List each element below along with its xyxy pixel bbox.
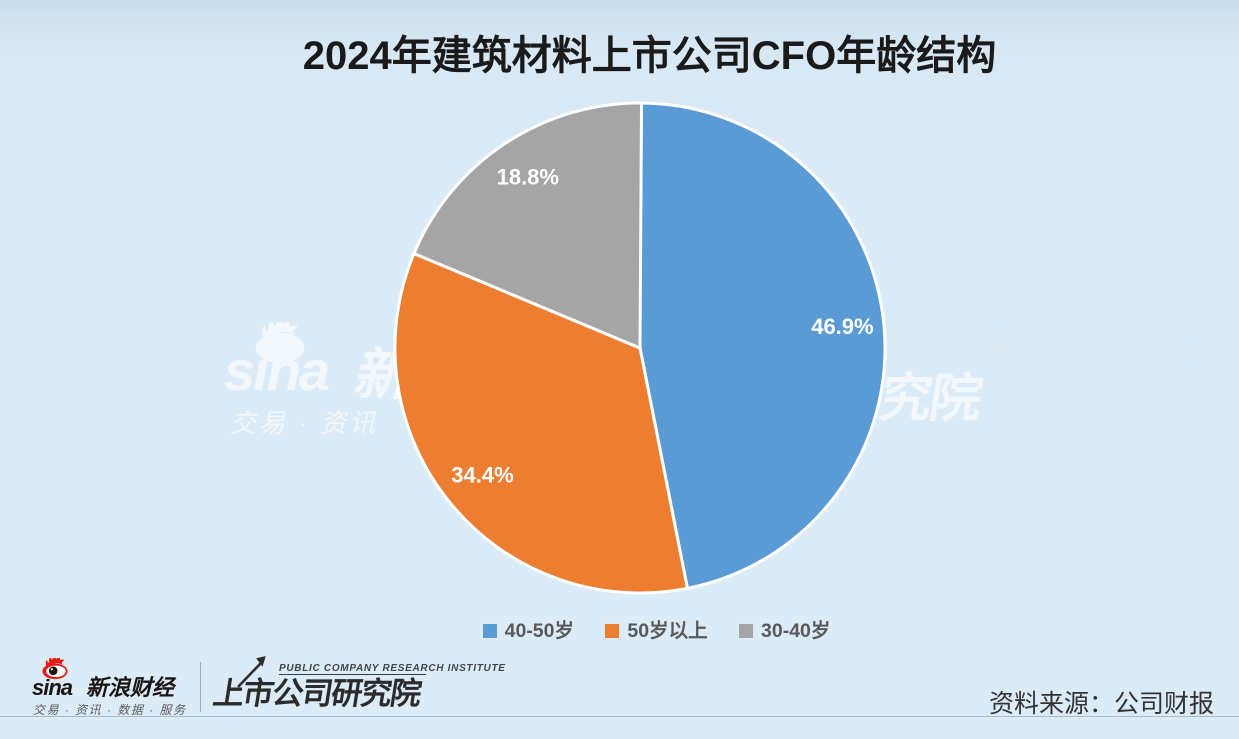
svg-text:34.4%: 34.4% xyxy=(451,463,513,488)
svg-text:18.8%: 18.8% xyxy=(497,164,559,189)
svg-text:46.9%: 46.9% xyxy=(811,314,873,339)
